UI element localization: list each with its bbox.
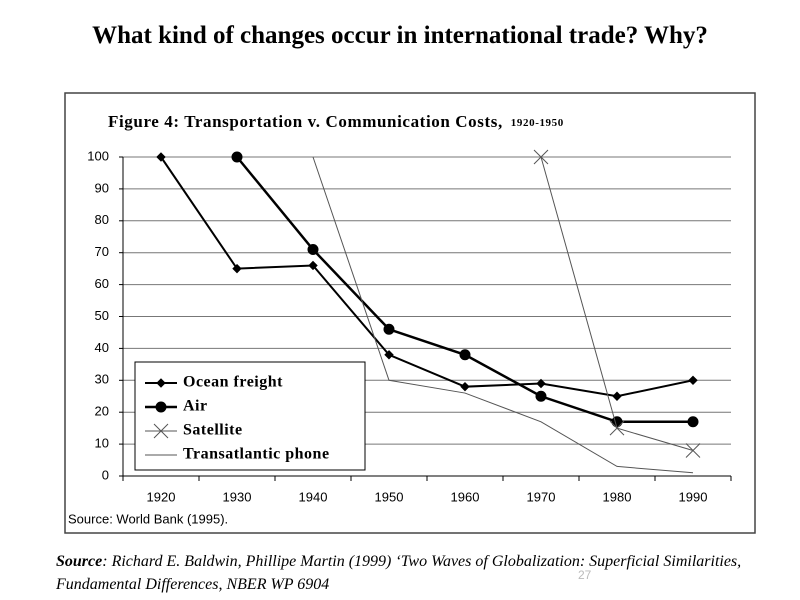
chart-title-main: Figure 4: Transportation v. Communicatio… <box>108 112 503 131</box>
legend-marker <box>156 378 166 388</box>
y-tick-label: 60 <box>95 276 109 291</box>
y-tick-label: 40 <box>95 340 109 355</box>
y-tick-label: 100 <box>87 148 109 163</box>
data-point <box>688 375 698 386</box>
data-point <box>156 152 166 162</box>
data-point <box>308 260 318 271</box>
data-point <box>612 391 622 401</box>
slide-number: 27 <box>578 568 592 582</box>
x-tick-label: 1920 <box>147 489 176 504</box>
data-point <box>536 378 546 389</box>
legend-label: Air <box>183 398 208 415</box>
data-point <box>383 323 395 335</box>
x-tick-label: 1930 <box>223 489 252 504</box>
data-point <box>459 349 471 361</box>
slide-title: What kind of changes occur in internatio… <box>92 22 708 49</box>
data-point <box>384 350 394 360</box>
data-point <box>685 443 701 458</box>
legend-marker <box>155 401 167 413</box>
chart-title-years: 1920-1950 <box>511 117 564 129</box>
legend-label: Ocean freight <box>183 374 283 391</box>
y-tick-label: 70 <box>95 244 109 259</box>
data-point <box>307 244 319 256</box>
y-tick-label: 80 <box>95 212 109 227</box>
y-tick-label: 50 <box>95 308 109 323</box>
y-tick-label: 20 <box>95 404 109 419</box>
data-point <box>533 149 549 165</box>
source-label: Source <box>56 553 103 570</box>
chart-title: Figure 4: Transportation v. Communicatio… <box>108 112 564 131</box>
legend-box <box>134 361 366 471</box>
chart-note: Source: World Bank (1995). <box>68 511 228 526</box>
y-tick-label: 10 <box>95 436 109 451</box>
x-tick-label: 1990 <box>679 489 708 504</box>
y-tick-label: 90 <box>95 180 109 195</box>
x-tick-label: 1960 <box>451 489 480 504</box>
legend-marker <box>153 423 169 439</box>
x-tick-label: 1970 <box>527 489 556 504</box>
data-point <box>232 263 242 274</box>
series-line <box>160 156 694 398</box>
data-point <box>231 151 243 163</box>
data-point <box>609 420 625 436</box>
x-tick-label: 1940 <box>299 489 328 504</box>
y-tick-label: 0 <box>102 467 109 482</box>
series-line <box>312 156 694 474</box>
x-tick-label: 1980 <box>603 489 632 504</box>
source-text: : Richard E. Baldwin, Phillipe Martin (1… <box>56 553 742 593</box>
source: Source: Richard E. Baldwin, Phillipe Mar… <box>56 550 756 596</box>
y-tick-label: 30 <box>95 372 109 387</box>
legend-label: Transatlantic phone <box>183 446 330 463</box>
data-point <box>687 416 699 428</box>
data-point <box>460 381 470 392</box>
data-point <box>535 390 547 402</box>
x-tick-label: 1950 <box>375 489 404 504</box>
legend-label: Satellite <box>183 422 243 439</box>
